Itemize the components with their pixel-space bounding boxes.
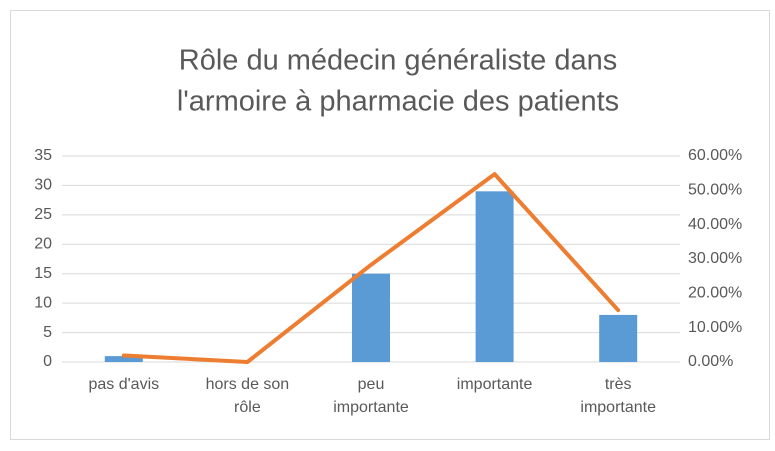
y2-tick-label: 50.00% [688,182,742,199]
y2-tick-label: 10.00% [688,319,742,336]
bar [352,273,390,362]
x-tick-label: importante [457,376,533,393]
bar [475,191,514,362]
y2-tick-label: 0.00% [688,353,733,370]
x-tick-label: pas d'avis [88,376,159,393]
y-tick-label: 5 [43,324,52,341]
y2-tick-label: 40.00% [688,216,742,233]
y2-tick-label: 60.00% [688,147,742,164]
y-tick-label: 25 [34,206,52,223]
y2-tick-label: 20.00% [688,285,742,302]
y-tick-label: 0 [43,353,52,370]
x-tick-label: hors de son rôle [206,376,290,416]
bar [104,356,143,362]
y-tick-label: 20 [34,236,52,253]
y-tick-label: 30 [34,177,52,194]
y-tick-label: 10 [34,294,52,311]
chart-title: Rôle du médecin généraliste dans [179,45,618,77]
x-tick-label: très importante [580,376,656,416]
bar [599,314,638,362]
chart-border [10,10,770,440]
y2-tick-label: 30.00% [688,250,742,267]
x-tick-label: peu importante [333,376,409,416]
line [121,172,621,364]
chart-title: l'armoire à pharmacie des patients [177,86,619,118]
y-tick-label: 15 [34,265,52,282]
y-tick-label: 35 [34,147,52,164]
